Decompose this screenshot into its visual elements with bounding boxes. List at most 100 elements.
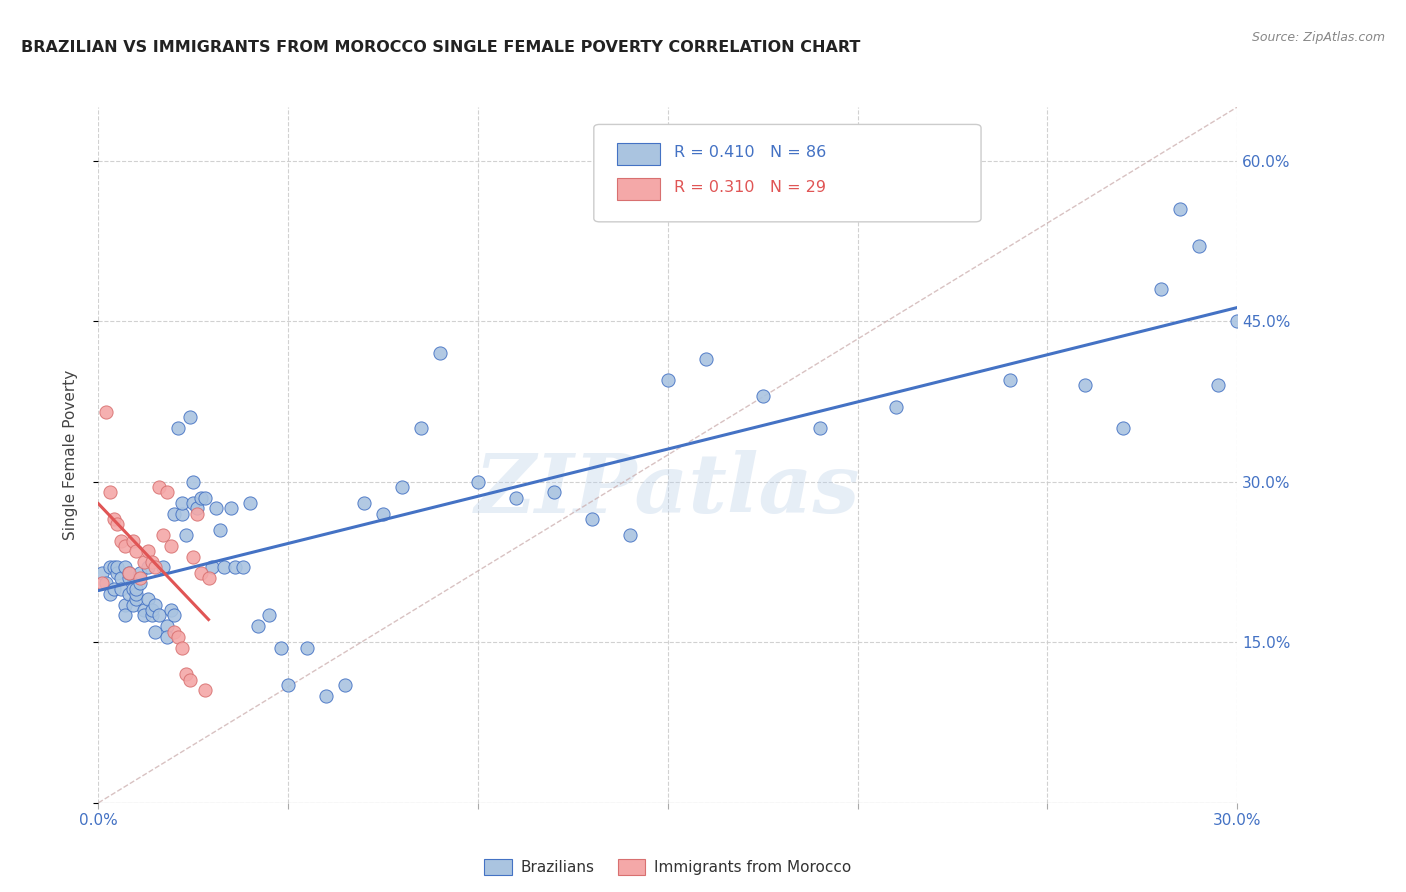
Point (1226, 314, 1249, 328)
Point (277, 678, 299, 692)
Point (197, 571, 219, 585)
Point (183, 496, 205, 510)
Point (884, 400, 907, 414)
Legend: Brazilians, Immigrants from Morocco: Brazilians, Immigrants from Morocco (484, 859, 852, 875)
Point (1150, 282, 1173, 296)
Point (121, 598, 143, 612)
Point (103, 560, 125, 574)
Point (752, 389, 775, 403)
Point (118, 566, 141, 580)
Point (208, 523, 231, 537)
Point (190, 491, 212, 505)
Point (170, 507, 193, 521)
Point (371, 507, 394, 521)
Point (205, 501, 228, 516)
Point (190, 566, 212, 580)
Point (270, 640, 292, 655)
Point (129, 571, 152, 585)
Point (156, 619, 179, 633)
Point (103, 582, 125, 596)
Point (581, 512, 603, 526)
Y-axis label: Single Female Poverty: Single Female Poverty (63, 370, 77, 540)
Point (114, 598, 136, 612)
Point (125, 544, 148, 558)
Point (107, 560, 129, 574)
Point (297, 640, 319, 655)
Text: Source: ZipAtlas.com: Source: ZipAtlas.com (1251, 31, 1385, 45)
Point (167, 421, 190, 435)
Point (94, 576, 117, 591)
Point (194, 491, 217, 505)
Point (657, 373, 679, 387)
Point (808, 421, 831, 435)
Point (156, 630, 179, 644)
Point (1208, 378, 1230, 392)
Point (148, 480, 170, 494)
Point (239, 496, 262, 510)
Text: R = 0.310   N = 29: R = 0.310 N = 29 (673, 179, 825, 194)
Point (159, 603, 181, 617)
Point (183, 475, 205, 489)
Point (156, 485, 179, 500)
Point (224, 560, 246, 574)
Point (141, 608, 163, 623)
Point (232, 560, 254, 574)
Point (353, 496, 375, 510)
Point (335, 678, 357, 692)
Point (114, 560, 136, 574)
Point (129, 566, 152, 580)
Point (94, 405, 117, 419)
Point (505, 491, 527, 505)
Point (1112, 421, 1135, 435)
Point (167, 630, 190, 644)
Point (132, 603, 155, 617)
Point (145, 624, 167, 639)
Point (110, 533, 132, 548)
Point (186, 501, 208, 516)
Point (429, 346, 451, 360)
Point (201, 560, 224, 574)
Point (152, 560, 174, 574)
Point (136, 560, 159, 574)
Point (118, 566, 141, 580)
Point (110, 582, 132, 596)
Point (136, 544, 159, 558)
Point (103, 512, 125, 526)
Point (163, 507, 186, 521)
Point (411, 421, 433, 435)
Point (212, 560, 235, 574)
Bar (617, 178, 659, 201)
Point (221, 501, 243, 516)
Point (170, 496, 193, 510)
Point (121, 582, 143, 596)
Point (125, 587, 148, 601)
Point (98, 485, 121, 500)
Point (259, 608, 281, 623)
Point (391, 480, 413, 494)
Point (141, 555, 163, 569)
Point (125, 592, 148, 607)
Point (145, 598, 167, 612)
Point (98, 560, 121, 574)
Point (179, 673, 201, 687)
Point (1074, 378, 1097, 392)
Point (186, 507, 208, 521)
Point (107, 517, 129, 532)
Point (152, 528, 174, 542)
Point (1170, 202, 1192, 216)
Point (246, 619, 269, 633)
Point (129, 576, 152, 591)
Point (163, 608, 186, 623)
Point (315, 689, 337, 703)
Point (998, 373, 1021, 387)
Point (174, 667, 197, 681)
Point (183, 549, 205, 564)
Point (163, 624, 186, 639)
Point (132, 608, 155, 623)
Point (136, 592, 159, 607)
Point (98, 587, 121, 601)
Point (107, 566, 129, 580)
Point (118, 587, 141, 601)
Bar (617, 143, 659, 166)
Point (114, 608, 136, 623)
